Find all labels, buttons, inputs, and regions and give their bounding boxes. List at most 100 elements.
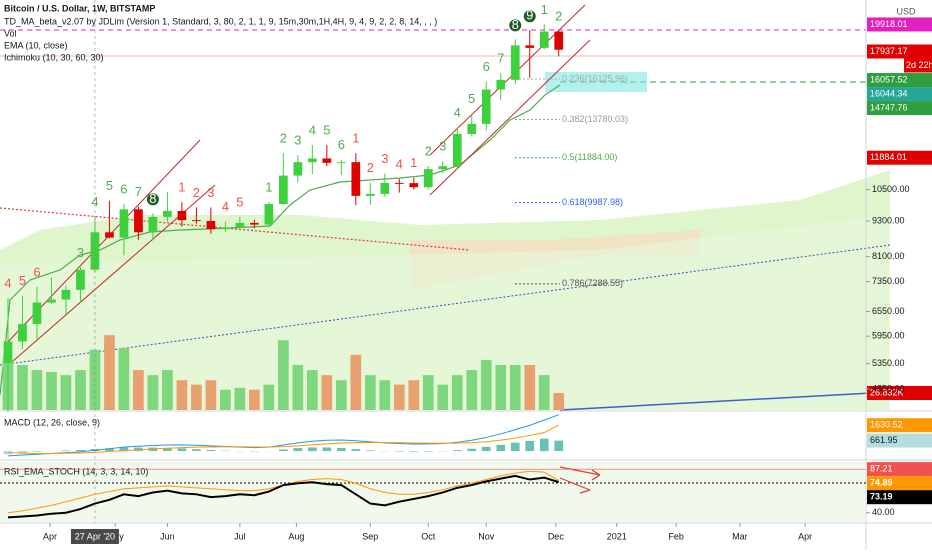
td-label: 3 [207,185,214,200]
td-label: 1 [352,131,359,146]
td-label: 1 [265,180,272,195]
x-tick-label: Jul [234,531,246,541]
volume-bar [177,380,188,410]
macd-histogram-bar [76,450,85,451]
fib-label: 0.786(7288.55) [562,278,623,288]
candle-body [62,290,71,300]
candle-body [76,270,85,290]
volume-bar [452,375,463,410]
currency-label: USD [896,6,916,16]
candle-body [265,204,274,225]
macd-histogram-bar [62,450,71,451]
candle-body [438,166,447,169]
candle-body [134,209,143,232]
td-label: 5 [106,178,113,193]
chart-title: Bitcoin / U.S. Dollar, 1W, BITSTAMP [4,3,155,13]
volume-bar [481,360,492,410]
volume-bar [510,365,521,410]
macd-histogram-bar [424,451,433,452]
volume-bar [278,340,289,410]
rsi-value-label: 87.21 [870,464,893,474]
macd-histogram-bar [351,449,360,451]
volume-bar [321,375,332,410]
macd-value-label: 661.95 [870,435,898,445]
candle-body [453,134,462,166]
candle-body [395,183,404,184]
macd-histogram-bar [540,439,549,451]
volume-bar [466,370,477,410]
x-tick-label: Nov [478,531,495,541]
macd-histogram-bar [554,441,563,451]
volume-bar [379,380,390,410]
fib-label: 0.5(11884.00) [562,152,617,162]
macd-histogram-bar [337,448,346,451]
candle-body [120,209,129,237]
volume-bar [235,388,246,410]
td-label: 1 [541,2,548,17]
macd-histogram-bar [250,451,259,452]
indicator-label: Vol [4,28,17,38]
candle-body [380,183,389,194]
volume-bar [437,385,448,410]
x-tick-label: Jun [160,531,175,541]
td-label: 8 [149,191,156,206]
candle-body [525,45,534,48]
price-label: 16044.34 [870,88,908,98]
td-label: 2 [367,160,374,175]
td-label: 1 [410,155,417,170]
indicator-label: MACD (12, 26, close, 9) [4,417,100,427]
volume-bar [350,355,361,410]
candle-body [4,341,13,363]
countdown: 2d 22h [906,60,932,70]
volume-bar [365,375,376,410]
macd-histogram-bar [178,448,187,451]
fib-label: 0.382(13780.03) [562,114,628,124]
candle-body [496,80,505,90]
volume-bar [394,385,405,410]
td-label: 5 [236,194,243,209]
td-label: 1 [178,180,185,195]
candle-body [424,169,433,187]
price-label: 19918.01 [870,19,908,29]
y-tick-label: 5350.00 [872,358,905,368]
macd-histogram-bar [496,445,505,451]
y-tick-label: 7350.00 [872,276,905,286]
macd-histogram-bar [525,441,534,451]
td-label: 6 [120,182,127,197]
macd-histogram-bar [322,447,331,451]
candle-body [293,162,302,175]
volume-bar [292,365,303,410]
candle-body [192,220,201,221]
candle-body [337,162,346,163]
candle-body [366,194,375,196]
volume-bar [336,380,347,410]
volume-bar [307,370,318,410]
macd-histogram-bar [482,447,491,451]
volume-bar [553,393,564,410]
td-label: 7 [497,51,504,66]
candle-body [33,303,42,324]
td-label: 9 [526,8,533,23]
candle-body [163,211,172,217]
td-label: 2 [193,185,200,200]
macd-histogram-bar [293,448,302,451]
td-label: 4 [222,199,229,214]
volume-bar [539,375,550,410]
macd-histogram-bar [511,443,520,451]
macd-histogram-bar [33,451,42,452]
x-tick-label: Sep [362,531,378,541]
td-label: 4 [4,275,11,290]
candle-body [322,158,331,162]
volume-bar [524,365,535,410]
td-label: 6 [338,137,345,152]
volume-bar [249,390,260,410]
indicator-label: RSI_EMA_STOCH (14, 3, 3, 14, 10) [4,466,148,476]
x-tick-label: 2021 [607,531,627,541]
x-tick-label: Dec [548,531,565,541]
indicator-label: TD_MA_beta_v2.07 by JDLim (Version 1, St… [4,16,437,26]
candle-body [18,324,27,342]
candle-body [236,223,245,228]
y-tick-label: 6550.00 [872,306,905,316]
candle-body [279,176,288,205]
macd-histogram-bar [395,451,404,452]
